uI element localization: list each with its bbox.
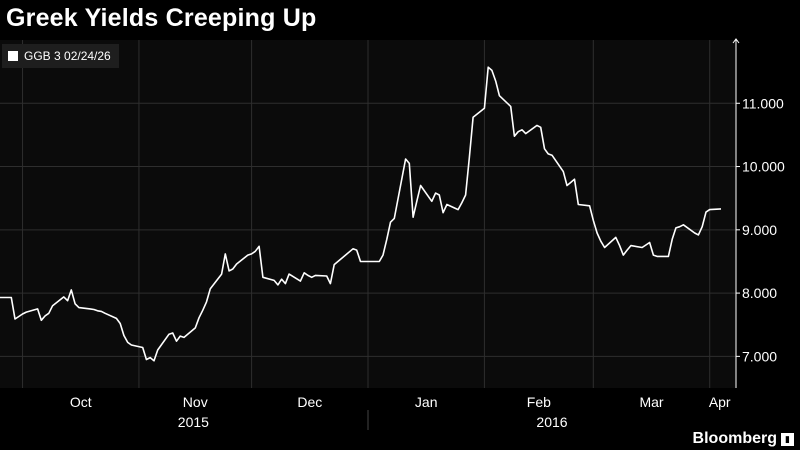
x-year-label: 2015 (178, 414, 209, 430)
y-tick-label: 11.000 (742, 95, 784, 111)
legend-swatch (8, 51, 18, 61)
x-tick-label: Feb (527, 394, 551, 410)
y-axis-arrow (732, 38, 740, 44)
x-tick-label: Oct (70, 394, 92, 410)
chart-legend: GGB 3 02/24/26 (2, 44, 119, 68)
chart-title: Greek Yields Creeping Up (6, 4, 317, 32)
x-tick-label: Dec (297, 394, 322, 410)
y-tick-label: 9.000 (742, 222, 777, 238)
y-tick-label: 7.000 (742, 348, 777, 364)
legend-label: GGB 3 02/24/26 (24, 49, 111, 63)
x-tick-label: Mar (639, 394, 663, 410)
y-tick-label: 10.000 (742, 159, 785, 175)
series-line (0, 66, 722, 362)
x-tick-label: Jan (415, 394, 438, 410)
bloomberg-logo: Bloomberg ▮ (693, 430, 794, 448)
bloomberg-logo-text: Bloomberg (692, 430, 777, 447)
x-year-label: 2016 (536, 414, 567, 430)
x-tick-label: Apr (709, 394, 731, 410)
bloomberg-chart-icon: ▮ (781, 432, 794, 446)
y-tick-label: 8.000 (742, 285, 777, 301)
x-tick-label: Nov (183, 394, 208, 410)
